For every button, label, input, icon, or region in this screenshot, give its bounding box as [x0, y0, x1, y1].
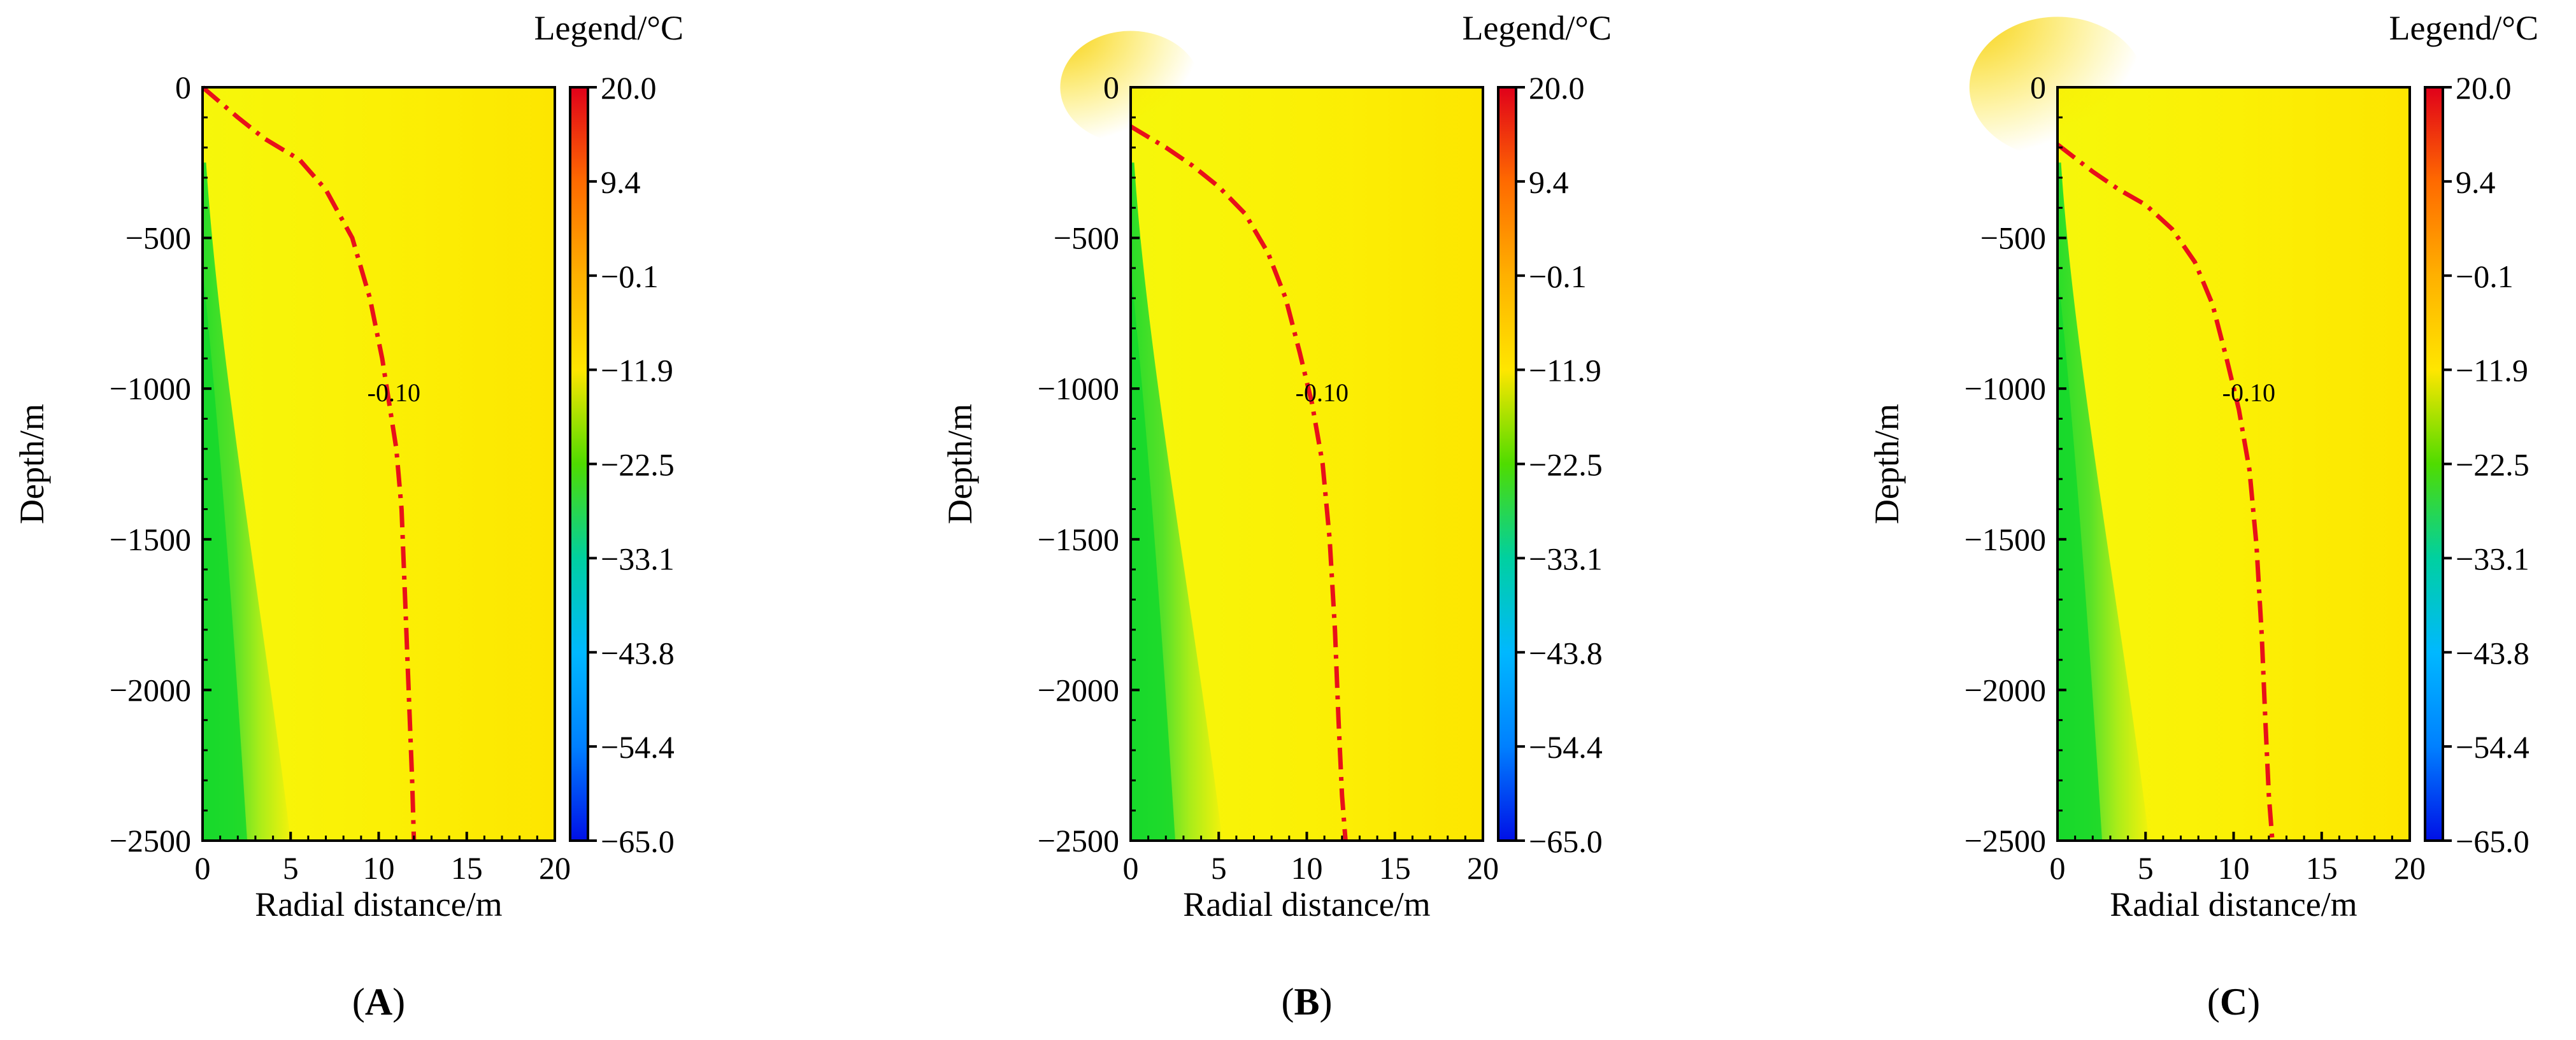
colorbar-tick-label: −22.5 [2456, 447, 2529, 483]
x-tick-label: 20 [539, 850, 571, 886]
panel-label: (C) [2207, 981, 2260, 1023]
colorbar-tick-label: −43.8 [2456, 635, 2529, 671]
contour-label: -0.10 [1296, 378, 1349, 407]
cold-zone-core [203, 267, 247, 841]
y-tick-label: −1000 [110, 371, 191, 406]
colorbar-tick-label: −43.8 [601, 635, 675, 671]
x-axis-label: Radial distance/m [2110, 885, 2357, 923]
colorbar [569, 86, 589, 842]
colorbar-tick-label: −11.9 [601, 353, 673, 388]
contour-label: -0.10 [368, 378, 420, 407]
colorbar-tick-label: −0.1 [601, 259, 659, 294]
cold-zone-core [2057, 267, 2102, 841]
y-tick-label: −500 [1980, 220, 2046, 256]
colorbar-tick-label: −54.4 [2456, 729, 2529, 765]
x-tick-label: 0 [2050, 850, 2066, 886]
x-tick-label: 15 [2306, 850, 2338, 886]
colorbar [1497, 86, 1517, 842]
contour-line [1129, 124, 1348, 841]
y-tick-label: −2500 [1964, 823, 2046, 858]
contour-line [2056, 143, 2275, 841]
x-tick-label: 15 [451, 850, 483, 886]
colorbar-tick-label: −33.1 [1529, 541, 1603, 576]
colorbar-tick-label: 20.0 [2456, 70, 2512, 106]
y-tick-label: −1500 [110, 522, 191, 557]
x-tick-label: 20 [2394, 850, 2426, 886]
contour-label: -0.10 [2222, 378, 2275, 407]
x-tick-label: 10 [2218, 850, 2250, 886]
contour-line [201, 85, 417, 841]
x-axis-label: Radial distance/m [255, 885, 502, 923]
y-tick-label: −2000 [110, 672, 191, 708]
y-tick-label: 0 [175, 69, 191, 105]
x-tick-label: 10 [363, 850, 395, 886]
colorbar-tick-label: −0.1 [2456, 259, 2514, 294]
colorbar-tick-label: 9.4 [1529, 164, 1569, 200]
x-tick-label: 5 [1211, 850, 1227, 886]
x-tick-label: 5 [2138, 850, 2154, 886]
cold-zone-core [1131, 267, 1175, 841]
y-tick-label: −1000 [1964, 371, 2046, 406]
colorbar-title: Legend/°C [2389, 9, 2538, 47]
y-tick-label: −2500 [110, 823, 191, 858]
y-tick-label: −1000 [1038, 371, 1119, 406]
colorbar-tick-label: 9.4 [2456, 164, 2496, 200]
colorbar-tick-label: −65.0 [1529, 823, 1603, 859]
y-tick-label: 0 [2030, 69, 2046, 105]
panel-letter: C [2220, 981, 2247, 1023]
x-tick-label: 15 [1379, 850, 1411, 886]
colorbar-tick-label: −33.1 [2456, 541, 2529, 576]
colorbar-tick-label: −11.9 [2456, 353, 2528, 388]
x-tick-label: 0 [1123, 850, 1139, 886]
colorbar-tick-label: −54.4 [601, 729, 675, 765]
colorbar-tick-label: −54.4 [1529, 729, 1603, 765]
y-tick-label: −2500 [1038, 823, 1119, 858]
colorbar-tick-label: −43.8 [1529, 635, 1603, 671]
colorbar-tick-label: −0.1 [1529, 259, 1587, 294]
y-tick-label: −2000 [1038, 672, 1119, 708]
y-axis-label: Depth/m [13, 404, 51, 524]
colorbar-tick-label: −33.1 [601, 541, 675, 576]
colorbar-tick-label: −65.0 [2456, 823, 2529, 859]
y-tick-label: −500 [1054, 220, 1119, 256]
panel-letter: A [365, 981, 392, 1023]
y-tick-label: −1500 [1038, 522, 1119, 557]
y-tick-label: −500 [125, 220, 191, 256]
x-tick-label: 0 [195, 850, 211, 886]
y-axis-label: Depth/m [1868, 404, 1906, 524]
colorbar-tick-label: 20.0 [601, 70, 657, 106]
panel-label: (B) [1282, 981, 1333, 1023]
colorbar-tick-label: 9.4 [601, 164, 641, 200]
y-tick-label: 0 [1103, 69, 1119, 105]
colorbar-tick-label: −11.9 [1529, 353, 1601, 388]
colorbar [2424, 86, 2444, 842]
colorbar-tick-label: −22.5 [601, 447, 675, 483]
colorbar-title: Legend/°C [1462, 9, 1612, 47]
x-tick-label: 5 [283, 850, 299, 886]
x-tick-label: 10 [1291, 850, 1323, 886]
colorbar-title: Legend/°C [534, 9, 683, 47]
x-tick-label: 20 [1467, 850, 1499, 886]
y-axis-label: Depth/m [941, 404, 979, 524]
panel-letter: B [1294, 981, 1319, 1023]
colorbar-tick-label: −22.5 [1529, 447, 1603, 483]
panel-label: (A) [352, 981, 405, 1023]
colorbar-tick-label: −65.0 [601, 823, 675, 859]
colorbar-tick-label: 20.0 [1529, 70, 1585, 106]
y-tick-label: −1500 [1964, 522, 2046, 557]
y-tick-label: −2000 [1964, 672, 2046, 708]
x-axis-label: Radial distance/m [1183, 885, 1430, 923]
